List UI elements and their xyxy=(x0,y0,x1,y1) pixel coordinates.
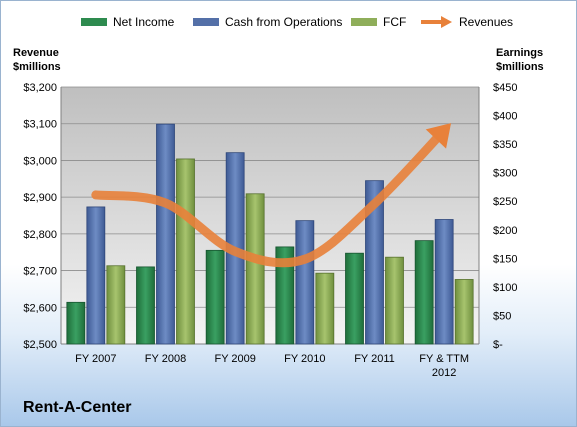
bar-cash-from-operations xyxy=(295,220,315,345)
bar-fcf xyxy=(176,158,195,345)
right-axis-tick-label: $450 xyxy=(493,82,517,94)
legend-item-cash-from-operations: Cash from Operations xyxy=(193,11,342,33)
plot-area xyxy=(61,87,479,344)
x-axis-tick-label: FY & TTM xyxy=(419,353,469,365)
right-axis-tick-label: $200 xyxy=(493,225,517,237)
bar-fcf xyxy=(245,193,265,345)
left-axis-tick-label: $2,900 xyxy=(23,192,57,204)
right-axis-tick-label: $100 xyxy=(493,282,517,294)
bar-fcf xyxy=(315,272,335,345)
legend-swatch-fcf xyxy=(351,18,377,26)
left-axis-tick-label: $2,500 xyxy=(23,339,57,351)
right-axis-tick-label: $150 xyxy=(493,253,517,265)
legend-item-fcf: FCF xyxy=(351,11,406,33)
left-axis-title-line-1: Revenue xyxy=(13,47,59,59)
x-axis-tick-label: FY 2007 xyxy=(75,353,116,365)
right-axis-title-line-2: $millions xyxy=(496,61,544,73)
bar-net-income xyxy=(136,266,155,345)
right-axis-title-line-1: Earnings xyxy=(496,47,544,59)
right-axis-tick-label: $350 xyxy=(493,139,517,151)
company-name: Rent-A-Center xyxy=(23,399,132,416)
legend-label-fcf: FCF xyxy=(383,15,407,29)
legend: Net Income Cash from Operations FCF Reve… xyxy=(1,11,576,33)
legend-item-revenues: Revenues xyxy=(419,11,513,33)
right-axis-tick-label: $- xyxy=(493,339,503,351)
right-axis-title: Earnings $millions xyxy=(496,46,544,74)
bar-net-income xyxy=(66,301,86,345)
right-axis-tick-label: $250 xyxy=(493,196,517,208)
bar-cash-from-operations xyxy=(156,123,175,345)
right-axis-tick-label: $400 xyxy=(493,111,517,123)
bar-net-income xyxy=(205,249,225,345)
revenues-line xyxy=(91,125,449,268)
bar-fcf xyxy=(454,279,474,345)
left-axis-tick-label: $3,100 xyxy=(23,119,57,131)
x-axis-tick-label: FY 2008 xyxy=(145,353,186,365)
bar-net-income xyxy=(275,246,295,345)
right-axis-tick-label: $50 xyxy=(493,310,511,322)
legend-swatch-cash-from-operations xyxy=(193,18,219,26)
bar-net-income xyxy=(414,240,434,345)
x-axis-tick-label: FY 2011 xyxy=(354,353,395,365)
left-axis-tick-label: $2,800 xyxy=(23,229,57,241)
left-axis-title-line-2: $millions xyxy=(13,61,61,73)
legend-label-revenues: Revenues xyxy=(459,15,514,29)
bar-fcf xyxy=(106,265,126,345)
left-axis-tick-label: $3,200 xyxy=(23,82,57,94)
revenues-arrowhead xyxy=(425,123,452,149)
legend-label-cash-from-operations: Cash from Operations xyxy=(225,15,343,29)
bar-net-income xyxy=(345,252,364,345)
x-axis-tick-label: 2012 xyxy=(432,367,456,379)
bar-cash-from-operations xyxy=(365,180,384,345)
left-axis-tick-label: $2,600 xyxy=(23,302,57,314)
left-axis-title: Revenue $millions xyxy=(13,46,61,74)
left-axis-tick-label: $2,700 xyxy=(23,266,57,278)
bar-cash-from-operations xyxy=(434,219,454,345)
bar-cash-from-operations xyxy=(86,206,106,345)
x-axis-tick-label: FY 2010 xyxy=(284,353,325,365)
right-axis-tick-label: $300 xyxy=(493,168,517,180)
left-axis-tick-label: $3,000 xyxy=(23,155,57,167)
x-axis-tick-label: FY 2009 xyxy=(214,353,255,365)
bar-fcf xyxy=(385,256,404,345)
legend-swatch-net-income xyxy=(81,18,107,26)
legend-arrow-icon xyxy=(421,16,452,28)
legend-item-net-income: Net Income xyxy=(81,11,174,33)
legend-label-net-income: Net Income xyxy=(113,15,175,29)
